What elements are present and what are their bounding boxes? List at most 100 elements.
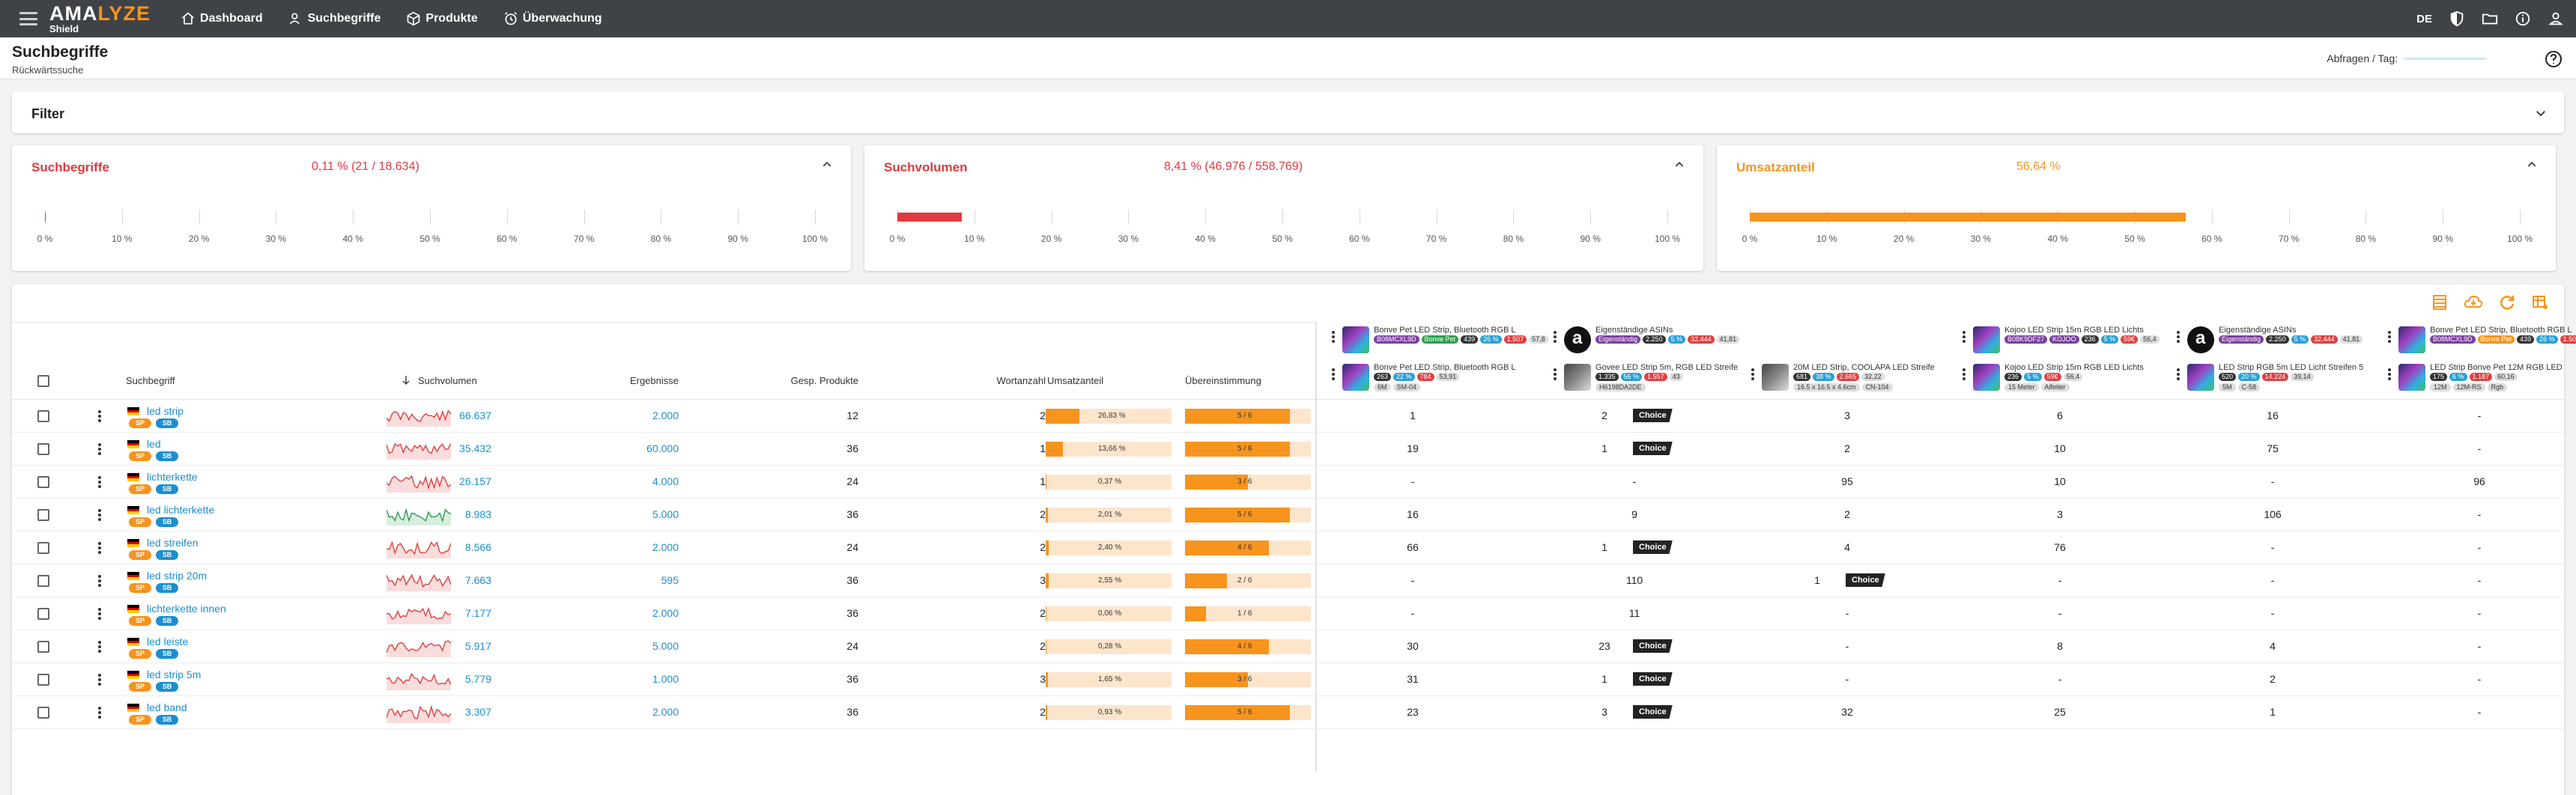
row-checkbox[interactable] [37, 476, 49, 488]
sp-badge[interactable]: SP [129, 649, 151, 659]
results-count[interactable]: 5.000 [652, 508, 679, 520]
contrast-icon[interactable] [2449, 10, 2465, 27]
menu-icon[interactable] [19, 12, 37, 25]
product-header-top-5[interactable]: Bonve Pet LED Strip, Bluetooth RGB L B08M… [2388, 323, 2576, 358]
col-share[interactable]: Umsatzanteil [1047, 375, 1104, 386]
chevron-up-icon[interactable] [1673, 159, 1685, 174]
col-match[interactable]: Übereinstimmung [1185, 375, 1261, 386]
cloud-download-icon[interactable] [2464, 293, 2483, 315]
more-vert-icon[interactable] [98, 410, 101, 424]
more-vert-icon[interactable] [1332, 368, 1335, 382]
chevron-down-icon[interactable] [2534, 106, 2548, 120]
keyword-link[interactable]: led band [147, 701, 187, 713]
keyword-link[interactable]: led leiste [147, 636, 189, 648]
product-header-bottom-5[interactable]: LED Strip RGB 5m LED Licht Streifen 5 520… [2177, 361, 2394, 395]
more-vert-icon[interactable] [2177, 331, 2180, 344]
sb-badge[interactable]: SB [156, 649, 178, 659]
keyword-link[interactable]: led lichterkette [147, 504, 215, 516]
results-count[interactable]: 4.000 [652, 475, 679, 487]
results-count[interactable]: 2.000 [652, 706, 679, 718]
product-header-bottom-1[interactable]: Bonve Pet LED Strip, Bluetooth RGB L 263 2… [1332, 361, 1549, 395]
keyword-link[interactable]: led [147, 438, 161, 450]
product-header-top-1[interactable]: Bonve Pet LED Strip, Bluetooth RGB L B08M… [1332, 323, 1557, 358]
row-checkbox[interactable] [37, 443, 49, 455]
product-header-bottom-4[interactable]: Kojoo LED Strip 15m RGB LED Lichts 236 5 %… [1963, 361, 2180, 395]
sb-badge[interactable]: SB [156, 517, 178, 527]
keyword-link[interactable]: led streifen [147, 537, 198, 549]
table-view-icon[interactable] [2431, 293, 2449, 315]
sb-badge[interactable]: SB [156, 715, 178, 725]
folder-icon[interactable] [2482, 10, 2498, 27]
row-checkbox[interactable] [37, 410, 49, 422]
more-vert-icon[interactable] [1751, 368, 1754, 382]
search-volume[interactable]: 66.637 [459, 409, 491, 421]
results-count[interactable]: 60.000 [646, 442, 679, 454]
logo[interactable]: AMALYZE Shield [49, 2, 151, 34]
more-vert-icon[interactable] [98, 443, 101, 457]
more-vert-icon[interactable] [98, 641, 101, 654]
more-vert-icon[interactable] [1332, 331, 1335, 344]
more-vert-icon[interactable] [1554, 368, 1557, 382]
product-header-top-3[interactable]: Kojoo LED Strip 15m RGB LED Lichts B08K9D… [1963, 323, 2187, 358]
results-count[interactable]: 2.000 [652, 541, 679, 553]
more-vert-icon[interactable] [1963, 331, 1966, 344]
col-results[interactable]: Ergebnisse [629, 375, 679, 386]
column-settings-icon[interactable] [2531, 293, 2549, 315]
sp-badge[interactable]: SP [129, 451, 151, 461]
results-count[interactable]: 595 [661, 574, 679, 586]
sb-badge[interactable]: SB [156, 418, 178, 428]
refresh-icon[interactable] [2498, 293, 2516, 315]
keyword-link[interactable]: led strip 5m [147, 668, 201, 680]
row-checkbox[interactable] [37, 575, 49, 587]
sp-badge[interactable]: SP [129, 550, 151, 560]
keyword-link[interactable]: led strip [147, 405, 184, 417]
more-vert-icon[interactable] [98, 476, 101, 490]
chevron-up-icon[interactable] [821, 159, 833, 174]
col-volume[interactable]: Suchvolumen [401, 375, 477, 386]
row-checkbox[interactable] [37, 542, 49, 554]
search-volume[interactable]: 8.566 [464, 541, 491, 553]
sb-badge[interactable]: SB [156, 616, 178, 626]
select-all-checkbox[interactable] [37, 375, 49, 387]
search-volume[interactable]: 7.663 [464, 574, 491, 586]
results-count[interactable]: 2.000 [652, 409, 679, 421]
search-volume[interactable]: 7.177 [464, 607, 491, 619]
more-vert-icon[interactable] [1963, 368, 1966, 382]
row-checkbox[interactable] [37, 608, 49, 620]
search-volume[interactable]: 26.157 [459, 475, 491, 487]
keyword-link[interactable]: led strip 20m [147, 570, 207, 582]
more-vert-icon[interactable] [98, 542, 101, 555]
sp-badge[interactable]: SP [129, 583, 151, 593]
col-products[interactable]: Gesp. Produkte [790, 375, 858, 386]
sb-badge[interactable]: SB [156, 451, 178, 461]
sp-badge[interactable]: SP [129, 484, 151, 494]
sp-badge[interactable]: SP [129, 715, 151, 725]
sb-badge[interactable]: SB [156, 550, 178, 560]
nav-produkte[interactable]: Produkte [406, 11, 478, 26]
keyword-link[interactable]: lichterkette innen [147, 603, 226, 615]
more-vert-icon[interactable] [2177, 368, 2180, 382]
product-header-bottom-3[interactable]: 20M LED Strip, COOLAPA LED Streife 681 38 … [1751, 361, 1969, 395]
more-vert-icon[interactable] [98, 509, 101, 523]
info-icon[interactable] [2515, 10, 2531, 27]
filter-panel[interactable]: Filter [12, 91, 2564, 133]
nav-suchbegriffe[interactable]: Suchbegriffe [288, 11, 381, 26]
search-volume[interactable]: 3.307 [464, 706, 491, 718]
more-vert-icon[interactable] [2388, 368, 2391, 382]
sp-badge[interactable]: SP [129, 517, 151, 527]
sp-badge[interactable]: SP [129, 418, 151, 428]
row-checkbox[interactable] [37, 674, 49, 686]
search-volume[interactable]: 5.917 [464, 640, 491, 652]
nav-ueberwachung[interactable]: Überwachung [503, 11, 602, 26]
search-volume[interactable]: 8.983 [464, 508, 491, 520]
more-vert-icon[interactable] [98, 575, 101, 588]
sp-badge[interactable]: SP [129, 616, 151, 626]
more-vert-icon[interactable] [98, 674, 101, 687]
product-header-bottom-6[interactable]: LED Strip Bonve Pet 12M RGB LED 175 6 % 1.1… [2388, 361, 2576, 395]
sp-badge[interactable]: SP [129, 682, 151, 692]
sb-badge[interactable]: SB [156, 682, 178, 692]
col-words[interactable]: Wortanzahl [996, 375, 1046, 386]
results-count[interactable]: 5.000 [652, 640, 679, 652]
nav-dashboard[interactable]: Dashboard [181, 11, 263, 26]
